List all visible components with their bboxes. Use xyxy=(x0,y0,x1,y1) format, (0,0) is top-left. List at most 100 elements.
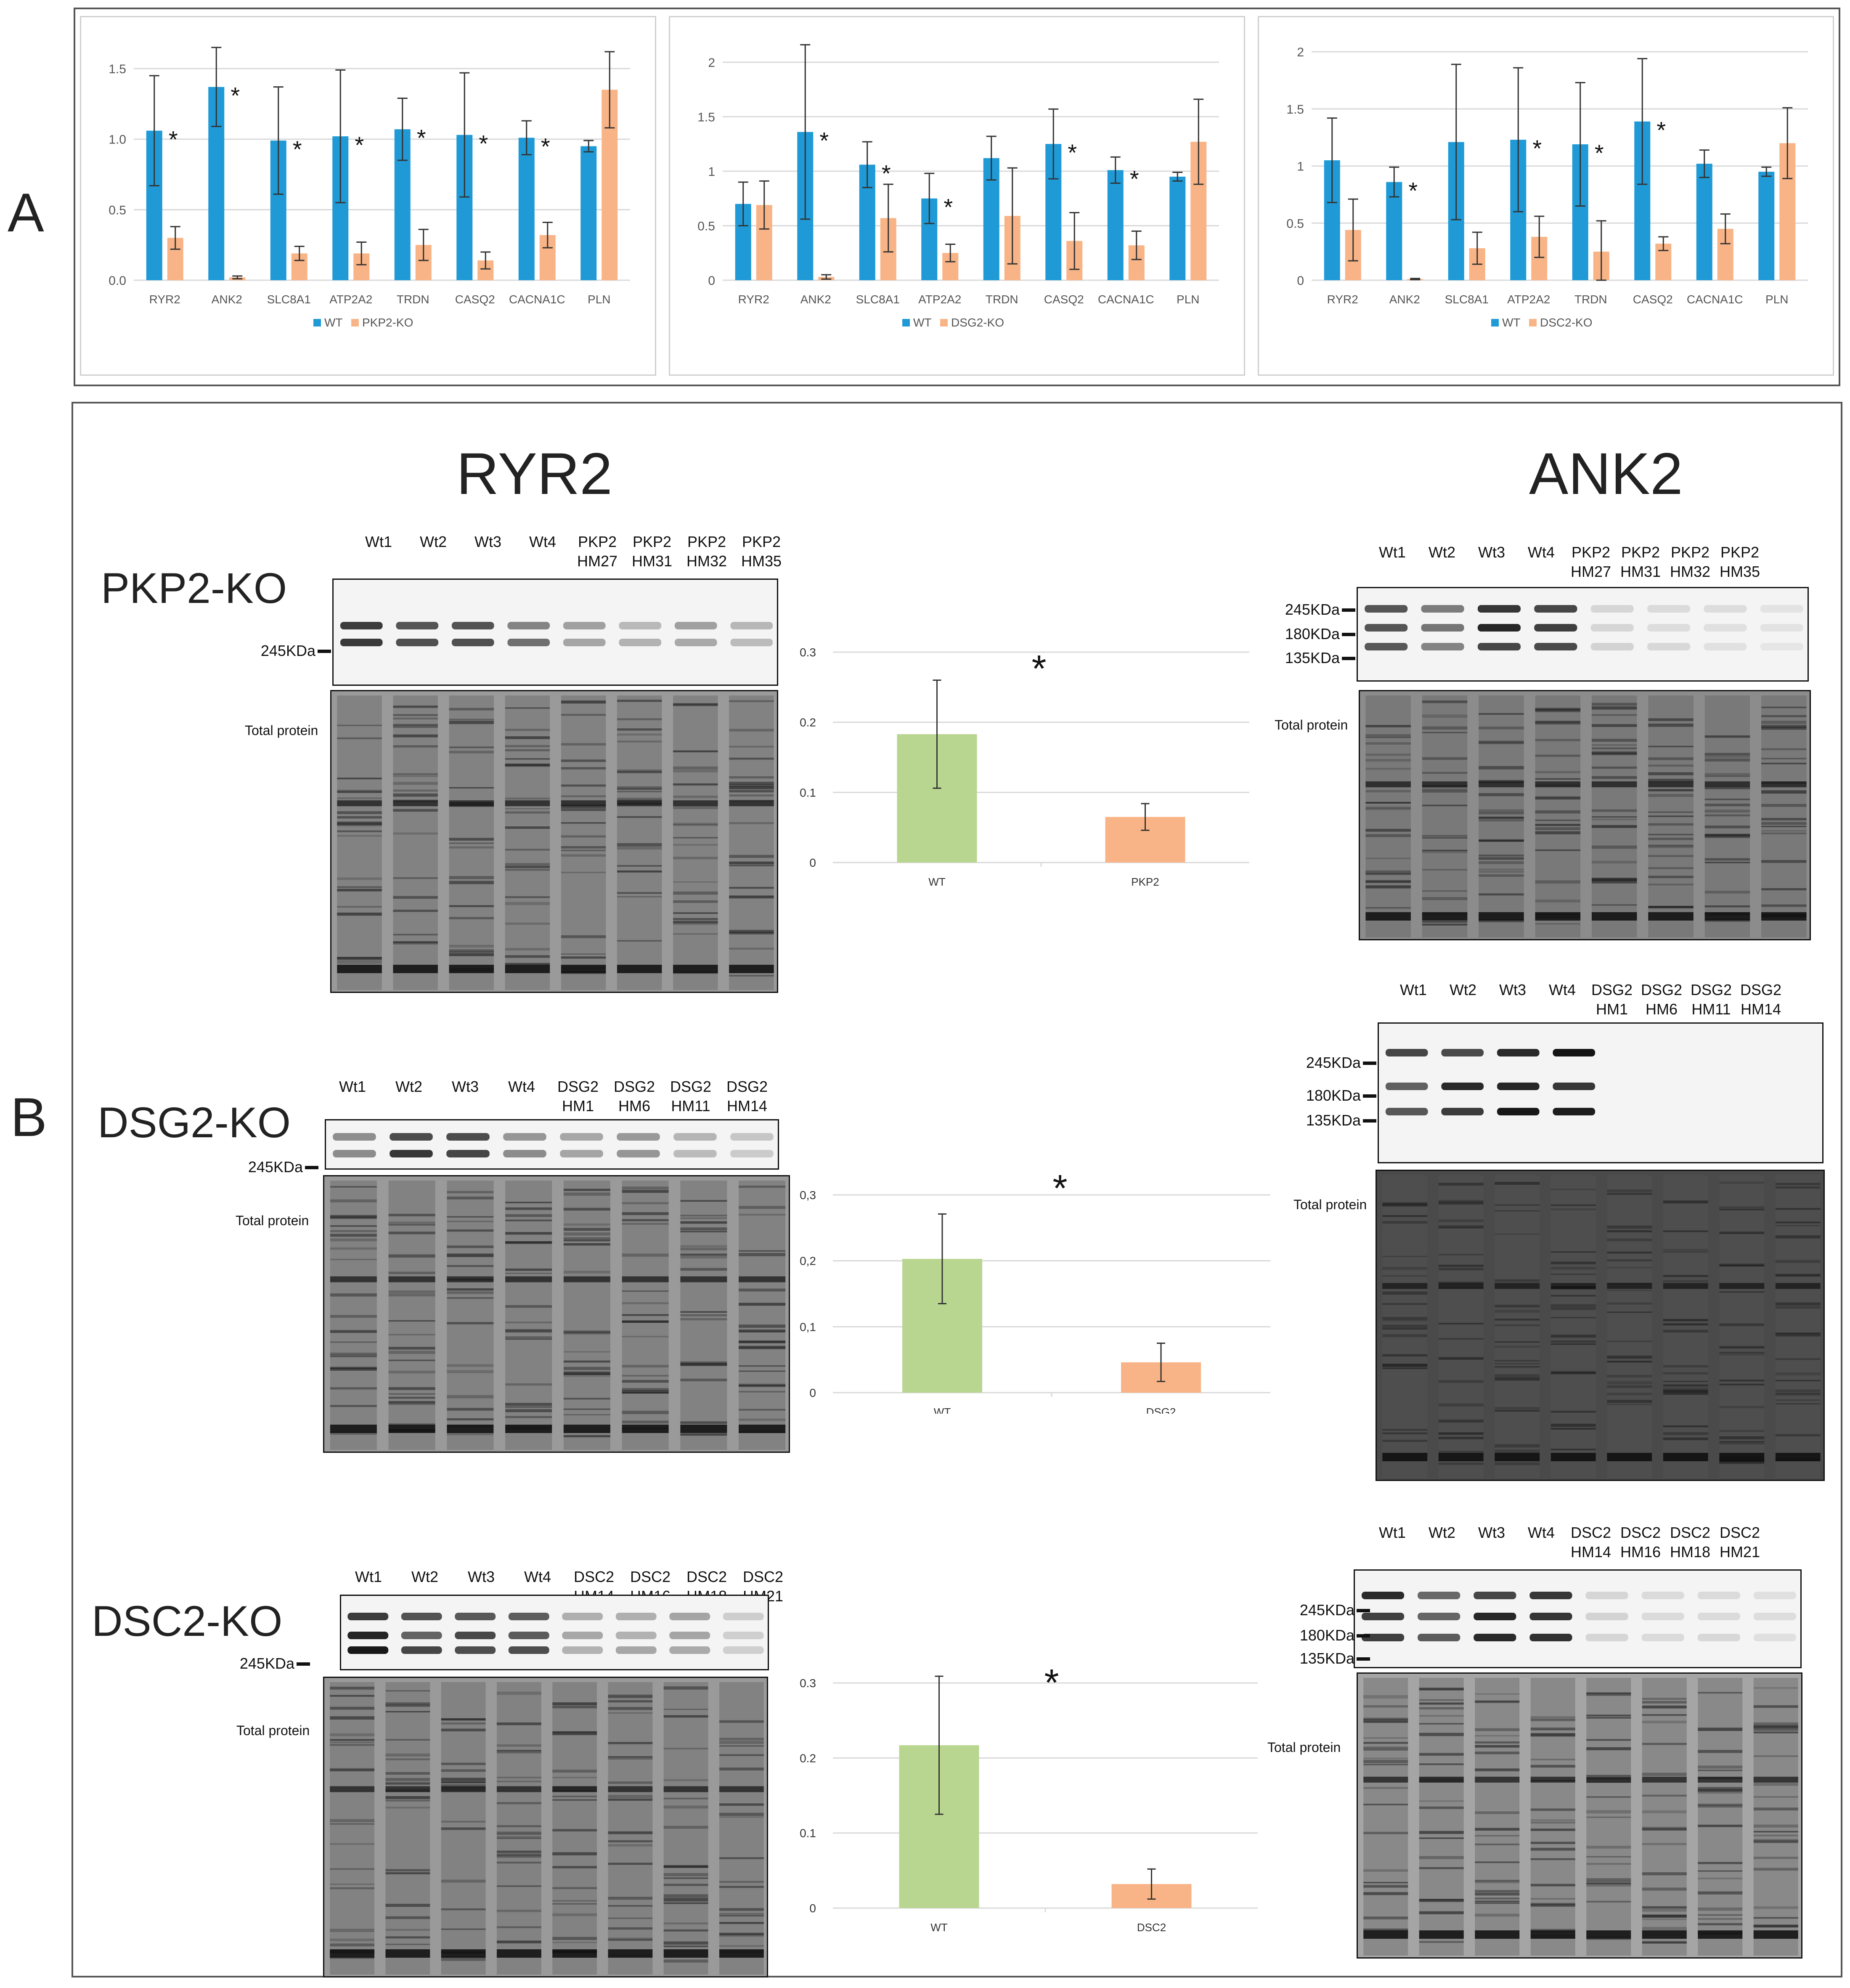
kda-tick xyxy=(305,1166,318,1169)
gel-band xyxy=(1761,912,1807,921)
gel-band xyxy=(1479,812,1524,815)
y-tick-label: 0 xyxy=(809,1902,816,1915)
gel-band xyxy=(719,1741,764,1744)
gel-band xyxy=(447,1196,494,1200)
gel-band xyxy=(1382,1453,1428,1461)
gel-band xyxy=(1382,1215,1428,1217)
gel-band xyxy=(739,1253,786,1256)
gel-band xyxy=(1775,1302,1821,1306)
blot-band xyxy=(730,1150,774,1157)
significance-star: * xyxy=(1595,140,1604,166)
blot-band xyxy=(1704,643,1747,650)
blot-band xyxy=(1534,624,1577,632)
blot-band xyxy=(508,1632,549,1639)
gel-band xyxy=(1438,1419,1484,1423)
gel-band xyxy=(663,1873,708,1877)
gel-band xyxy=(388,1351,435,1354)
significance-star: * xyxy=(417,125,426,151)
gel-band xyxy=(1642,1773,1687,1776)
gel-lane xyxy=(330,1682,375,1975)
gel-band xyxy=(1642,1776,1687,1783)
gel-band xyxy=(1495,1346,1540,1348)
blot-band xyxy=(507,639,550,646)
lane-label: Wt3 xyxy=(451,1078,479,1095)
gel-band xyxy=(1419,1702,1464,1705)
gel-band xyxy=(1591,751,1637,754)
gel-band xyxy=(1422,790,1468,793)
blot-image xyxy=(1379,1024,1822,1162)
blot-band xyxy=(1704,605,1747,613)
significance-star: * xyxy=(541,133,550,159)
gel-band xyxy=(441,1959,486,1961)
gel-band xyxy=(552,1705,597,1709)
gel-band xyxy=(1753,1839,1798,1842)
gel-lane xyxy=(1775,1175,1821,1478)
kda-tick xyxy=(1342,633,1355,636)
gel-band xyxy=(1698,1805,1743,1808)
gel-band xyxy=(729,948,774,950)
gel-band xyxy=(1698,1790,1743,1792)
gel-band xyxy=(1419,1723,1464,1725)
gel-band xyxy=(441,1718,486,1720)
gel-band xyxy=(1648,844,1694,848)
significance-star: * xyxy=(1130,165,1139,192)
gel-band xyxy=(563,1330,610,1334)
chart-b-dsg2-quant: 0 0,1 0,2 0,3 WT DSG2 * xyxy=(800,1168,1270,1414)
gel-band xyxy=(1761,860,1807,863)
gel-band xyxy=(563,1398,610,1400)
gel-band xyxy=(330,1247,377,1250)
gel-band xyxy=(447,1322,494,1324)
y-tick-label: 0 xyxy=(1297,274,1304,288)
gel-band xyxy=(393,745,438,747)
total-protein-label: Total protein xyxy=(236,1213,309,1228)
gel-band xyxy=(385,1943,430,1945)
blot-band xyxy=(1365,605,1408,613)
gel-band xyxy=(1479,874,1524,877)
gel-lane xyxy=(1698,1678,1743,1956)
gel-band xyxy=(393,809,438,812)
gel-band xyxy=(505,1202,552,1203)
gel-band xyxy=(608,1707,653,1710)
gel-band xyxy=(617,700,662,702)
gel-band xyxy=(441,1769,486,1772)
gel-band xyxy=(1422,781,1468,788)
gel-band xyxy=(1663,1385,1708,1387)
blot-band xyxy=(674,622,717,629)
gel-band xyxy=(1607,1385,1652,1387)
gel-band xyxy=(449,846,494,849)
gel-band xyxy=(385,1783,430,1785)
gel-lane xyxy=(449,695,494,990)
gel-band xyxy=(388,1293,435,1297)
blot-band xyxy=(560,1150,603,1157)
gel-band xyxy=(1475,1881,1520,1884)
gel-band xyxy=(1551,1295,1596,1297)
gel-band xyxy=(663,1898,708,1901)
gel-band xyxy=(1365,885,1411,889)
gel-band xyxy=(552,1829,597,1831)
bar-wt xyxy=(1107,170,1124,280)
gel-band xyxy=(1530,1776,1575,1783)
blot-band xyxy=(1441,1049,1484,1056)
gel-band xyxy=(1530,1821,1575,1824)
gel-band xyxy=(1438,1451,1484,1453)
gel-band xyxy=(337,797,382,799)
blot-band xyxy=(396,639,439,646)
gel-band xyxy=(505,1322,552,1324)
gel-band xyxy=(729,729,774,732)
gel-band xyxy=(1422,837,1468,839)
gel-band xyxy=(617,940,662,942)
gel-band xyxy=(1365,725,1411,727)
gel-band xyxy=(673,783,718,786)
gel-band xyxy=(608,1794,653,1798)
x-tick-label: CASQ2 xyxy=(1044,293,1084,306)
gel-band xyxy=(505,800,550,807)
gel-band xyxy=(561,956,606,959)
gel-band xyxy=(617,733,662,736)
gel-band xyxy=(1365,870,1411,874)
gel-band xyxy=(563,1223,610,1226)
x-tick-label: RYR2 xyxy=(149,293,180,306)
gel-band xyxy=(622,1420,669,1424)
gel-lane xyxy=(1719,1175,1765,1478)
blot-band xyxy=(563,639,606,646)
